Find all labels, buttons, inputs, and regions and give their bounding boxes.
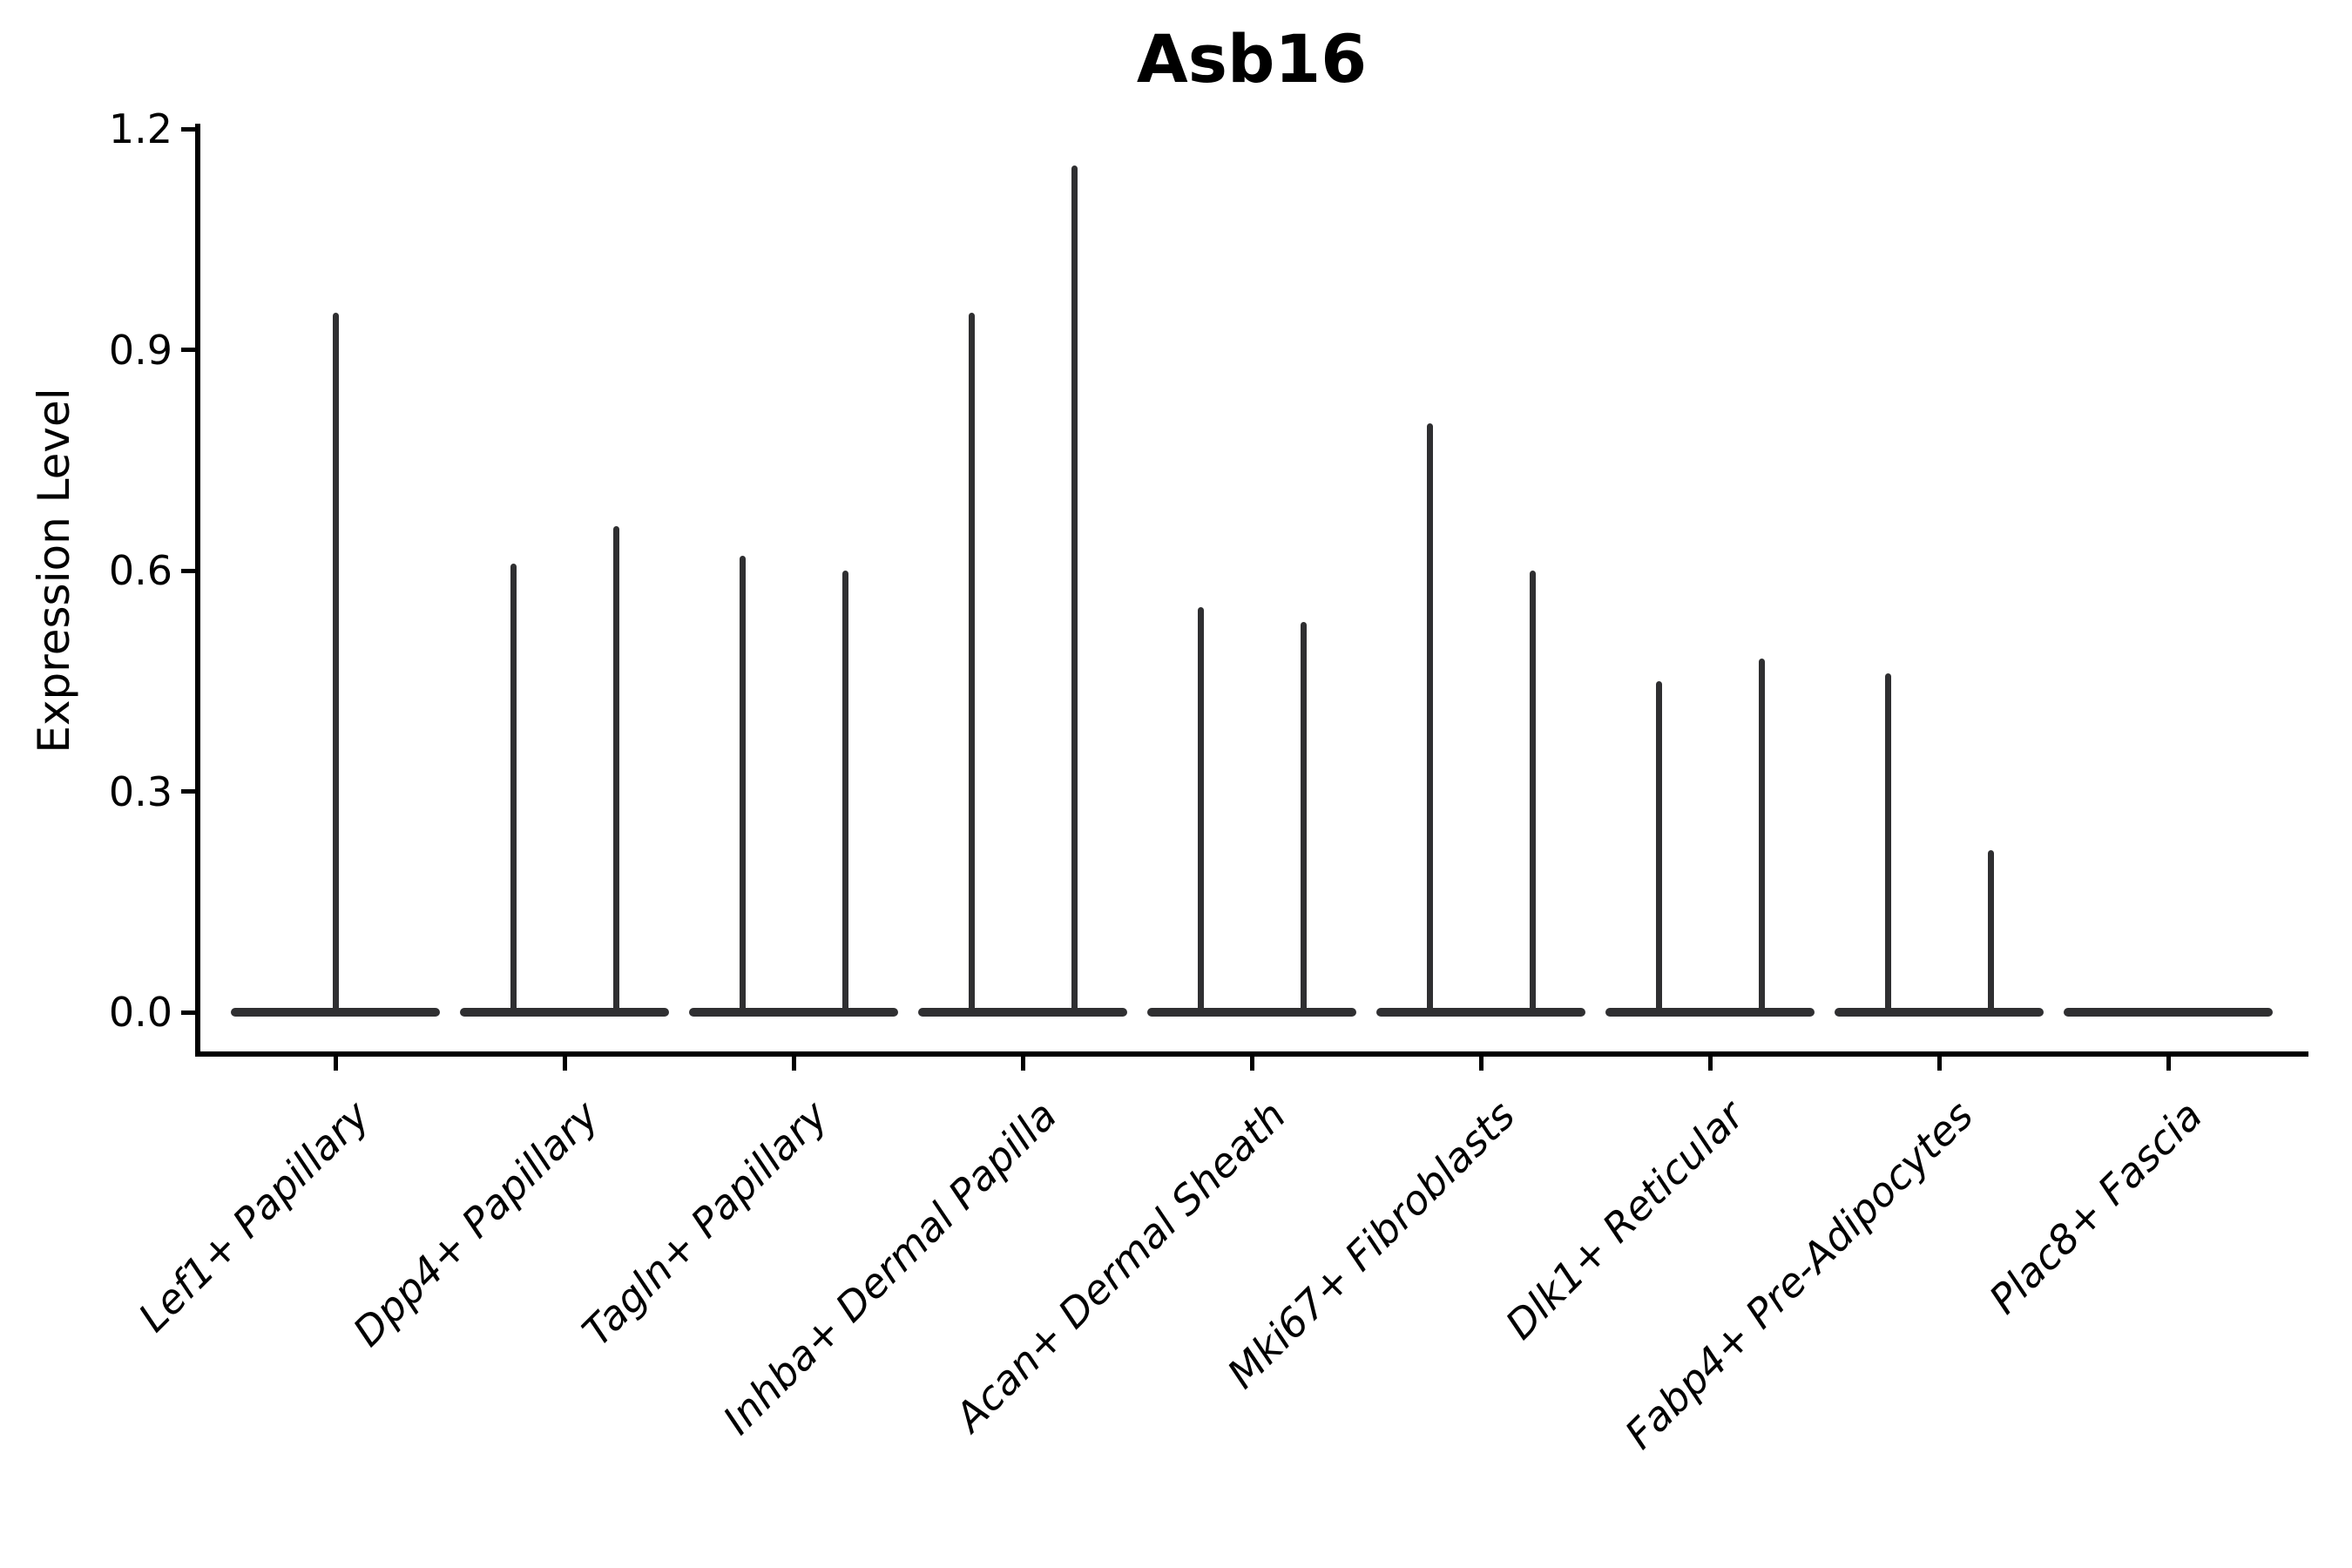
violin-spike [1987, 850, 1994, 1012]
x-tick-mark [2166, 1057, 2171, 1071]
violin-spike [841, 571, 848, 1012]
x-axis-line [195, 1051, 2308, 1057]
x-tick-mark [333, 1057, 338, 1071]
violin-base [918, 1008, 1127, 1017]
y-tick-label: 1.2 [108, 105, 172, 152]
x-tick-label: Tagln+ Papillary [573, 1092, 837, 1355]
violin-base [1835, 1008, 2044, 1017]
y-tick-label: 0.9 [108, 326, 172, 374]
violin-spike [968, 313, 975, 1012]
violin-spike [1529, 571, 1536, 1012]
violin-base [2064, 1008, 2273, 1017]
x-tick-mark [1020, 1057, 1025, 1071]
violin-spike [739, 556, 746, 1012]
y-tick-mark [181, 126, 195, 132]
violin-spike [612, 526, 619, 1012]
x-tick-label: Lef1+ Papillary [129, 1092, 379, 1342]
violin-spike [1884, 673, 1891, 1012]
x-tick-label: Dlk1+ Reticular [1496, 1092, 1754, 1348]
violin-base [231, 1008, 440, 1017]
plot-title: Asb16 [1136, 20, 1368, 98]
violin-base [460, 1008, 669, 1017]
x-tick-mark [791, 1057, 796, 1071]
violin-spike [1758, 659, 1765, 1012]
violin-spike [1071, 166, 1078, 1012]
y-tick-mark [181, 568, 195, 573]
violin-spike [1426, 423, 1433, 1012]
x-tick-mark [562, 1057, 567, 1071]
x-tick-label: Plac8+ Fascia [1979, 1092, 2212, 1323]
y-tick-mark [181, 789, 195, 794]
x-tick-mark [1249, 1057, 1254, 1071]
violin-spike [510, 563, 517, 1012]
violin-spike [332, 313, 339, 1012]
y-tick-label: 0.0 [108, 989, 172, 1036]
violin-base [689, 1008, 898, 1017]
x-tick-mark [1936, 1057, 1942, 1071]
violin-base [1605, 1008, 1815, 1017]
violin-spike [1655, 680, 1662, 1012]
y-tick-label: 0.3 [108, 767, 172, 815]
violin-base [1147, 1008, 1356, 1017]
x-tick-mark [1478, 1057, 1484, 1071]
x-tick-label: Dpp4+ Papillary [343, 1092, 608, 1355]
y-axis-line [195, 124, 200, 1057]
y-tick-mark [181, 348, 195, 352]
violin-spike [1300, 622, 1307, 1012]
x-tick-mark [1707, 1057, 1713, 1071]
violin-base [1376, 1008, 1585, 1017]
violin-spike [1197, 607, 1204, 1012]
y-tick-label: 0.6 [108, 547, 172, 594]
y-tick-mark [181, 1010, 195, 1015]
